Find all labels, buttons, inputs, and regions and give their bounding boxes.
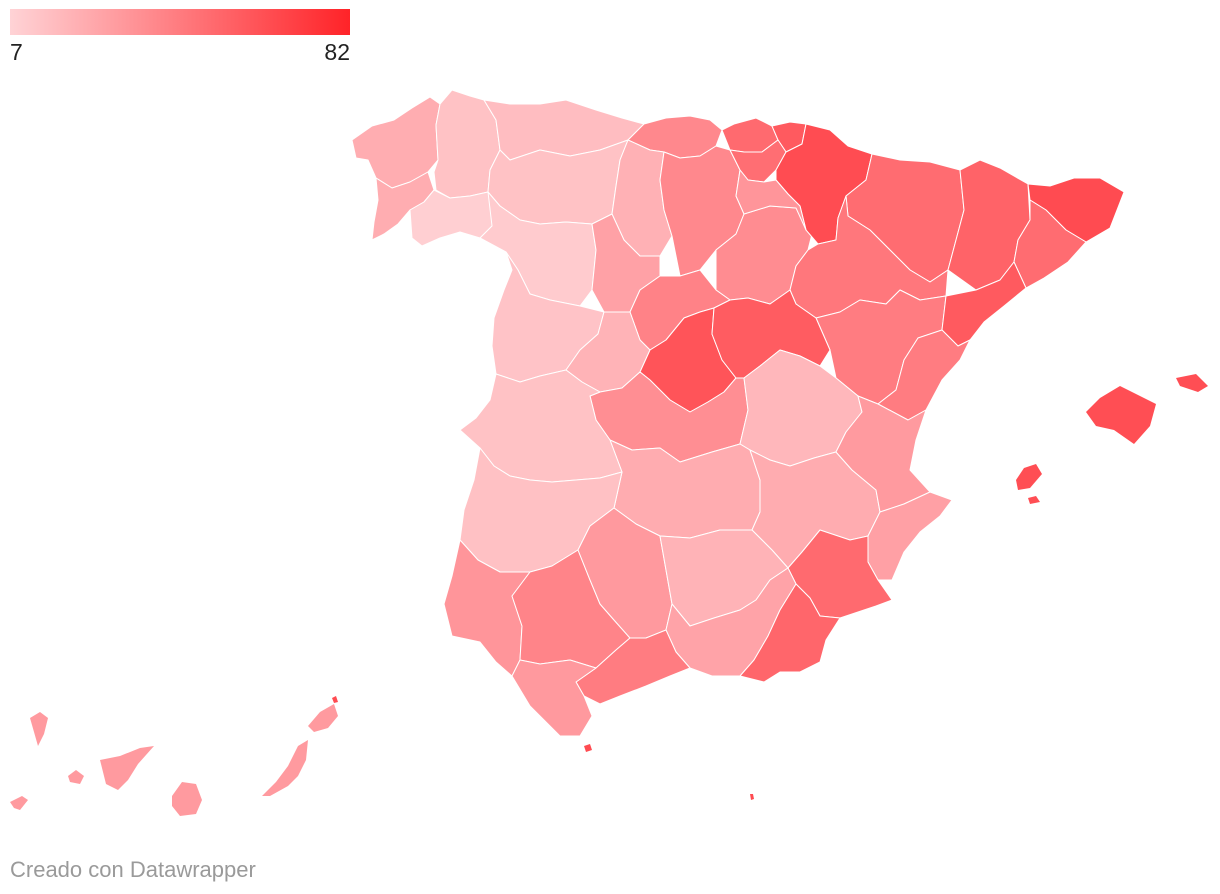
legend-max-label: 82	[324, 39, 350, 65]
region-melilla[interactable]	[750, 794, 754, 800]
region-tenerife[interactable]	[100, 746, 154, 790]
region-mallorca[interactable]	[1086, 386, 1156, 444]
legend-labels: 7 82	[10, 35, 350, 65]
region-lanzarote[interactable]	[308, 704, 338, 732]
legend-min-label: 7	[10, 39, 23, 65]
region-fuerteventura[interactable]	[262, 740, 308, 796]
region-barcelona[interactable]	[1013, 199, 1087, 289]
region-el-hierro[interactable]	[10, 796, 28, 810]
region-malaga[interactable]	[575, 629, 691, 705]
region-gran-canaria[interactable]	[172, 782, 202, 816]
color-legend: 7 82	[10, 9, 350, 65]
region-ceuta[interactable]	[584, 744, 592, 752]
region-la-palma[interactable]	[30, 712, 48, 746]
region-ibiza[interactable]	[1016, 464, 1042, 490]
credit-text: Creado con Datawrapper	[10, 857, 256, 882]
region-formentera[interactable]	[1028, 496, 1040, 504]
region-la-gomera[interactable]	[68, 770, 84, 784]
region-zamora[interactable]	[479, 191, 597, 307]
region-menorca[interactable]	[1176, 374, 1208, 392]
legend-gradient-bar	[10, 9, 350, 35]
region-la-rioja[interactable]	[735, 169, 807, 231]
region-la-graciosa[interactable]	[332, 696, 338, 703]
region-almeria[interactable]	[739, 583, 841, 683]
region-cadiz[interactable]	[511, 659, 597, 737]
